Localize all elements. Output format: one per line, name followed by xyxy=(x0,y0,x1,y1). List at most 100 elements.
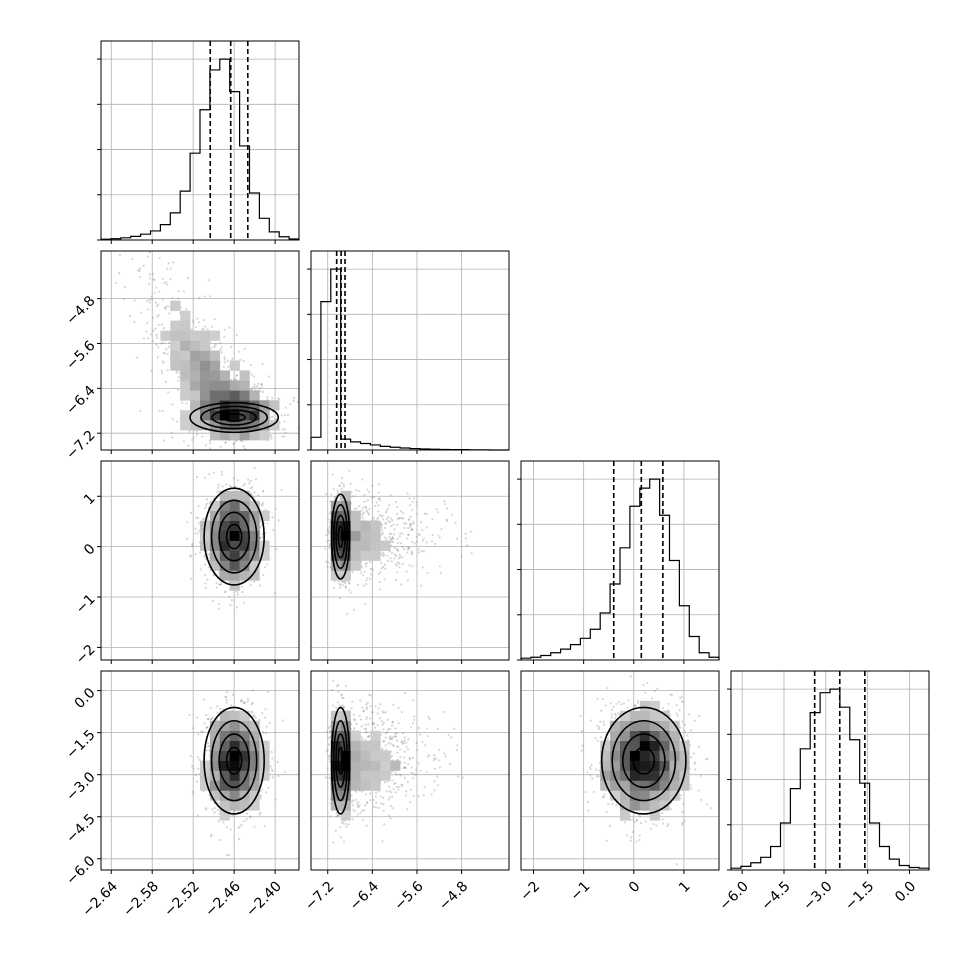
scatter-point xyxy=(211,599,215,603)
scatter-point xyxy=(194,553,197,556)
scatter-point xyxy=(251,701,254,704)
scatter-point xyxy=(155,334,158,337)
density-cell xyxy=(360,540,371,551)
scatter-point xyxy=(177,376,181,379)
scatter-point xyxy=(380,528,383,531)
scatter-point xyxy=(346,613,349,616)
scatter-point xyxy=(408,497,411,500)
scatter-point xyxy=(198,551,202,554)
scatter-point xyxy=(242,701,245,705)
scatter-point xyxy=(251,494,254,497)
scatter-point xyxy=(393,528,396,531)
scatter-point xyxy=(165,267,169,270)
pair-panel-2-1 xyxy=(310,460,510,661)
scatter-point xyxy=(333,586,336,590)
scatter-point xyxy=(165,348,168,351)
scatter-point xyxy=(225,826,228,829)
y-tick-label: −1 xyxy=(73,591,99,617)
scatter-point xyxy=(115,282,118,285)
scatter-point xyxy=(157,323,160,327)
density-cell xyxy=(229,410,240,421)
scatter-point xyxy=(148,301,151,304)
scatter-point xyxy=(328,525,331,528)
density-cell xyxy=(180,410,191,421)
scatter-point xyxy=(409,504,412,507)
scatter-point xyxy=(163,281,166,285)
scatter-point xyxy=(162,439,165,442)
scatter-point xyxy=(235,374,239,377)
scatter-point xyxy=(157,313,160,317)
scatter-point xyxy=(156,356,159,359)
scatter-point xyxy=(131,257,134,261)
scatter-point xyxy=(254,478,258,481)
density-cell xyxy=(249,550,260,561)
scatter-point xyxy=(166,352,169,356)
scatter-point xyxy=(325,560,328,563)
scatter-point xyxy=(198,296,201,299)
scatter-point xyxy=(464,532,467,535)
scatter-point xyxy=(380,524,383,527)
scatter-point xyxy=(397,557,400,560)
density-cell xyxy=(239,510,250,521)
scatter-point xyxy=(283,420,286,423)
scatter-point xyxy=(371,568,374,571)
scatter-point xyxy=(249,492,252,495)
scatter-point xyxy=(161,360,164,363)
scatter-point xyxy=(128,315,131,318)
scatter-point xyxy=(154,327,157,330)
scatter-point xyxy=(377,510,380,513)
scatter-point xyxy=(412,520,415,523)
scatter-point xyxy=(410,527,413,530)
density-cell xyxy=(239,390,250,401)
scatter-point xyxy=(365,565,368,568)
density-cell xyxy=(200,420,211,431)
scatter-point xyxy=(349,591,353,594)
scatter-point xyxy=(391,536,394,539)
scatter-point xyxy=(208,452,210,454)
scatter-point xyxy=(334,496,337,499)
scatter-point xyxy=(380,522,383,526)
scatter-point xyxy=(401,545,404,548)
scatter-point xyxy=(190,555,193,558)
scatter-point xyxy=(235,606,238,609)
scatter-point xyxy=(339,583,342,586)
scatter-point xyxy=(151,272,155,275)
scatter-point xyxy=(158,256,161,260)
density-cell xyxy=(249,510,260,521)
scatter-point xyxy=(234,485,237,488)
scatter-point xyxy=(194,532,197,535)
scatter-point xyxy=(199,568,202,571)
scatter-point xyxy=(181,401,184,404)
scatter-point xyxy=(262,731,265,734)
scatter-point xyxy=(242,444,245,448)
scatter-point xyxy=(160,369,163,372)
scatter-point xyxy=(328,512,331,515)
density-cell xyxy=(259,430,270,441)
scatter-point xyxy=(160,244,162,246)
scatter-point xyxy=(229,484,232,488)
scatter-point xyxy=(387,515,390,518)
scatter-point xyxy=(196,516,199,520)
scatter-point xyxy=(133,320,136,324)
scatter-point xyxy=(323,547,327,550)
scatter-point xyxy=(327,530,330,534)
scatter-point xyxy=(422,537,425,540)
scatter-point xyxy=(216,808,219,811)
scatter-point xyxy=(385,538,388,541)
scatter-point xyxy=(185,402,188,405)
scatter-point xyxy=(261,504,264,507)
scatter-point xyxy=(470,552,473,555)
scatter-point xyxy=(215,491,219,494)
scatter-point xyxy=(399,583,403,586)
scatter-point xyxy=(365,562,368,565)
scatter-point xyxy=(327,539,330,542)
scatter-point xyxy=(245,812,249,815)
scatter-point xyxy=(243,347,246,350)
scatter-point xyxy=(187,444,190,447)
scatter-point xyxy=(118,253,121,257)
scatter-point xyxy=(405,570,408,573)
scatter-point xyxy=(390,560,393,563)
scatter-point xyxy=(404,522,408,525)
density-cell xyxy=(190,330,201,341)
